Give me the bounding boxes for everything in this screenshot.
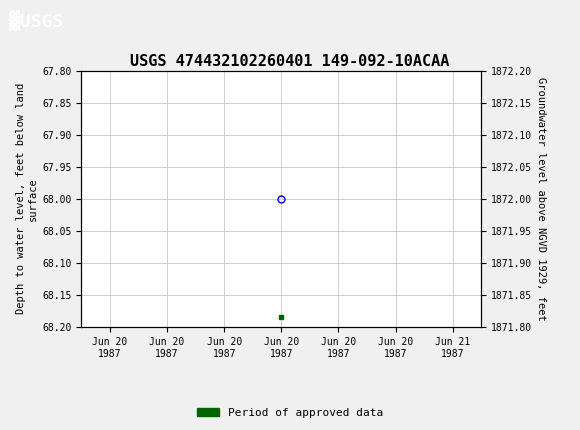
Legend: Period of approved data: Period of approved data (193, 403, 387, 422)
Y-axis label: Groundwater level above NGVD 1929, feet: Groundwater level above NGVD 1929, feet (536, 77, 546, 321)
Text: USGS 474432102260401 149-092-10ACAA: USGS 474432102260401 149-092-10ACAA (130, 54, 450, 69)
Y-axis label: Depth to water level, feet below land
surface: Depth to water level, feet below land su… (16, 83, 38, 314)
Text: ▓USGS: ▓USGS (9, 10, 63, 31)
